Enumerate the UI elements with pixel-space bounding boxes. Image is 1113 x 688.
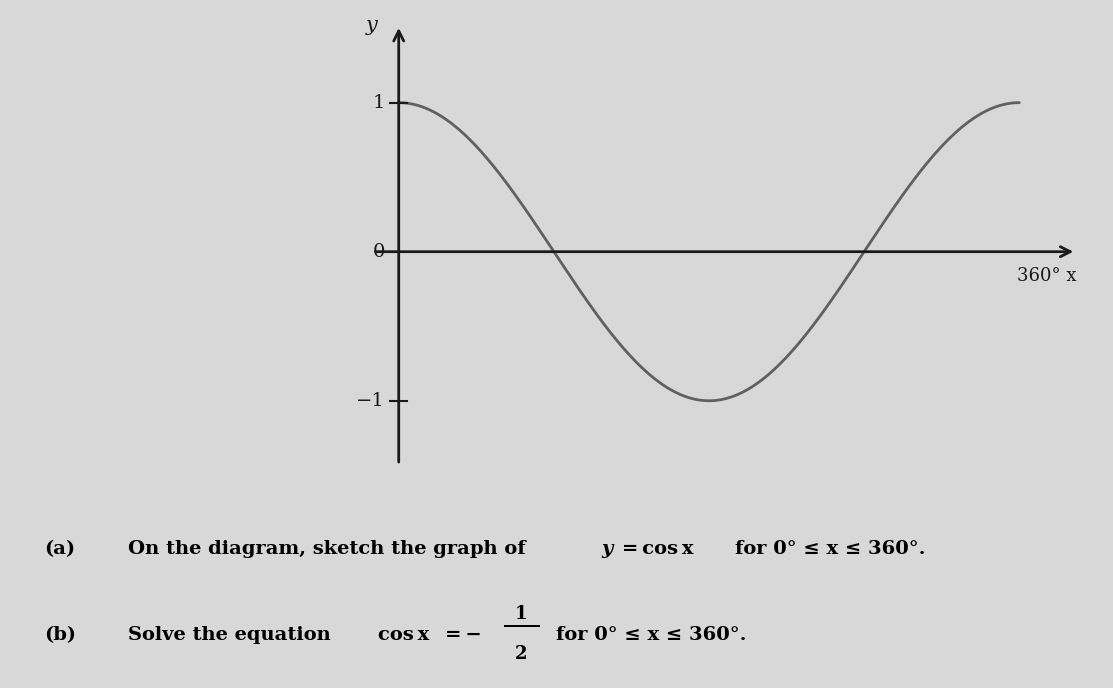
Text: 1: 1 xyxy=(514,605,528,623)
Text: = −: = − xyxy=(445,626,482,644)
Text: 1: 1 xyxy=(373,94,385,111)
Text: −1: −1 xyxy=(356,391,385,410)
Text: (a): (a) xyxy=(45,540,76,558)
Text: On the diagram, sketch the graph of: On the diagram, sketch the graph of xyxy=(128,540,525,558)
Text: 0: 0 xyxy=(373,243,385,261)
Text: Solve the equation: Solve the equation xyxy=(128,626,331,644)
Text: y: y xyxy=(366,16,378,34)
Text: for 0° ≤ x ≤ 360°.: for 0° ≤ x ≤ 360°. xyxy=(735,540,925,558)
Text: (b): (b) xyxy=(45,626,77,644)
Text: 360° x: 360° x xyxy=(1016,267,1076,285)
Text: 2: 2 xyxy=(514,645,528,663)
Text: cos x: cos x xyxy=(378,626,430,644)
Text: y: y xyxy=(601,540,612,558)
Text: for 0° ≤ x ≤ 360°.: for 0° ≤ x ≤ 360°. xyxy=(556,626,747,644)
Text: = cos x: = cos x xyxy=(618,540,693,558)
